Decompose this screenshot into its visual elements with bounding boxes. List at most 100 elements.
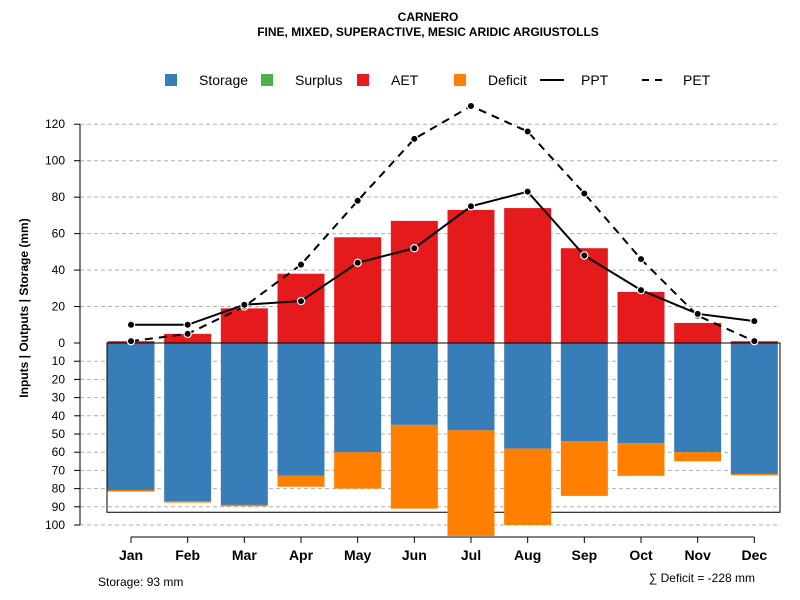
storage-bar	[674, 343, 722, 453]
legend-label: AET	[391, 72, 419, 88]
axes: 0 20 40 60 80 100 120 10 20 30 40 50 60 70 80 90 100 Jan F…	[45, 117, 780, 563]
deficit-footnote: ∑ Deficit = -228 mm	[649, 571, 755, 585]
y-tick-label: 60	[52, 227, 66, 241]
ppt-line-point	[523, 187, 532, 196]
series-lines	[126, 101, 759, 346]
ppt-line-point	[580, 251, 589, 260]
pet-line-point	[750, 336, 759, 346]
pet-line-point	[580, 189, 589, 198]
x-tick-label: May	[344, 547, 371, 563]
x-tick-label: Jun	[402, 547, 427, 563]
aet-bar	[277, 273, 325, 343]
legend-label: Surplus	[295, 72, 342, 88]
aet-bar	[164, 333, 212, 343]
storage-bar	[390, 343, 438, 425]
legend-label: PPT	[581, 72, 609, 88]
legend-swatch	[165, 74, 177, 86]
y-tick-label: 60	[52, 445, 66, 459]
y-tick-label: 30	[52, 391, 66, 405]
y-tick-label: 20	[52, 372, 66, 386]
deficit-bar	[504, 448, 552, 525]
pet-line-point	[183, 329, 192, 339]
deficit-bar	[674, 452, 722, 462]
storage-bar	[560, 343, 608, 442]
x-tick-label: Oct	[629, 547, 653, 563]
y-tick-label: 100	[45, 518, 65, 532]
ppt-line-point	[240, 300, 249, 309]
x-tick-label: Jan	[119, 547, 143, 563]
y-tick-label: 20	[52, 300, 66, 314]
y-tick-label: 0	[58, 336, 65, 350]
ppt-line-point	[353, 258, 362, 267]
ppt-line-point	[126, 320, 136, 329]
pet-line-point	[523, 127, 532, 136]
y-tick-label: 10	[52, 354, 66, 368]
storage-bar	[447, 343, 495, 431]
deficit-bar	[447, 430, 495, 536]
y-tick-label: 40	[52, 409, 66, 423]
legend-label: Deficit	[488, 72, 527, 88]
deficit-bar	[617, 443, 665, 476]
chart-title: CARNERO	[398, 10, 459, 24]
y-tick-label: 120	[45, 117, 65, 131]
deficit-bar	[560, 441, 608, 496]
aet-bar	[617, 291, 665, 343]
legend-swatch	[261, 74, 273, 86]
storage-bar	[277, 343, 325, 476]
legend-swatch	[454, 74, 466, 86]
y-tick-label: 70	[52, 463, 66, 477]
y-tick-label: 80	[52, 482, 66, 496]
storage-bar	[334, 343, 382, 453]
x-tick-label: Apr	[289, 547, 314, 563]
bars	[106, 208, 781, 536]
storage-bar	[220, 343, 268, 505]
deficit-bar	[390, 424, 438, 509]
legend-swatch	[357, 74, 369, 86]
storage-bar	[164, 343, 212, 502]
ppt-line-point	[296, 296, 306, 306]
deficit-bar	[277, 475, 325, 487]
ppt-line-point	[466, 202, 476, 211]
pet-line-point	[296, 260, 306, 269]
storage-bar	[504, 343, 552, 449]
ppt-line	[131, 190, 755, 326]
ppt-line-point	[636, 285, 646, 295]
legend: Storage Surplus AET Deficit PPT PET	[165, 72, 711, 88]
ppt-line-point	[410, 243, 419, 253]
x-tick-label: Jul	[461, 547, 481, 563]
x-tick-label: Aug	[514, 547, 541, 563]
x-tick-label: Sep	[571, 547, 597, 563]
y-tick-label: 100	[45, 154, 65, 168]
storage-bar	[617, 343, 665, 444]
aet-bar	[674, 322, 722, 343]
x-tick-label: Nov	[684, 547, 711, 563]
pet-line-point	[636, 254, 646, 264]
y-tick-label: 50	[52, 427, 66, 441]
pet-line-point	[353, 196, 362, 205]
x-tick-label: Dec	[741, 547, 767, 563]
ppt-line-point	[183, 320, 192, 329]
x-tick-label: Mar	[232, 547, 257, 563]
pet-line	[130, 104, 755, 343]
chart-subtitle: FINE, MIXED, SUPERACTIVE, MESIC ARIDIC A…	[257, 25, 599, 39]
pet-line-point	[410, 134, 419, 144]
x-tick-label: Feb	[175, 547, 200, 563]
storage-bar	[730, 343, 778, 475]
legend-label: PET	[683, 72, 711, 88]
pet-line-point	[466, 101, 476, 111]
aet-bar	[560, 248, 608, 343]
y-axis-label: Inputs | Outputs | Storage (mm)	[17, 218, 31, 397]
aet-bar	[334, 237, 382, 343]
ppt-line-point	[693, 309, 702, 319]
aet-bar	[390, 220, 438, 343]
y-tick-label: 80	[52, 190, 66, 204]
aet-bar	[504, 208, 552, 343]
storage-bar	[107, 343, 155, 491]
pet-line-point	[126, 336, 136, 346]
y-tick-label: 90	[52, 500, 66, 514]
ppt-line-point	[750, 316, 759, 326]
aet-bar	[447, 209, 495, 343]
y-tick-label: 40	[52, 263, 66, 277]
legend-label: Storage	[199, 72, 248, 88]
